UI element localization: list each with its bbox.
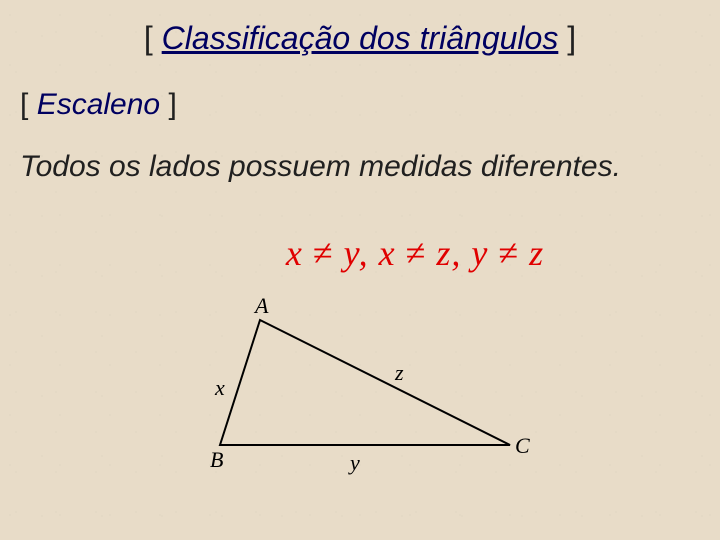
- eq-ne-3: ≠: [406, 233, 427, 273]
- subtitle-bracket-close: ]: [168, 88, 176, 121]
- triangle-shape: [220, 320, 510, 445]
- vertex-b-label: B: [210, 447, 223, 472]
- eq-ne-1: ≠: [313, 233, 334, 273]
- vertex-c-label: C: [515, 433, 530, 458]
- edge-z-label: z: [394, 360, 404, 385]
- title-bracket-open: [: [144, 20, 153, 56]
- eq-ne-5: ≠: [498, 233, 519, 273]
- title-bracket-close: ]: [567, 20, 576, 56]
- page-title: [ Classificação dos triângulos ]: [0, 20, 720, 57]
- section-subtitle: [ Escaleno ]: [20, 88, 177, 122]
- edge-x-label: x: [214, 375, 225, 400]
- subtitle-text: Escaleno: [37, 88, 160, 121]
- eq-part-2: y, x: [334, 233, 406, 273]
- title-text: Classificação dos triângulos: [162, 20, 559, 56]
- triangle-svg: A B C x z y: [180, 295, 540, 495]
- inequality-equation: x ≠ y, x ≠ z, y ≠ z: [0, 232, 720, 274]
- triangle-diagram: A B C x z y: [180, 295, 540, 495]
- body-text: Todos os lados possuem medidas diferente…: [20, 148, 700, 186]
- eq-part-4: z, y: [426, 233, 498, 273]
- subtitle-bracket-open: [: [20, 88, 28, 121]
- edge-y-label: y: [348, 450, 360, 475]
- eq-part-6: z: [519, 233, 544, 273]
- vertex-a-label: A: [253, 295, 269, 318]
- eq-part-0: x: [286, 233, 313, 273]
